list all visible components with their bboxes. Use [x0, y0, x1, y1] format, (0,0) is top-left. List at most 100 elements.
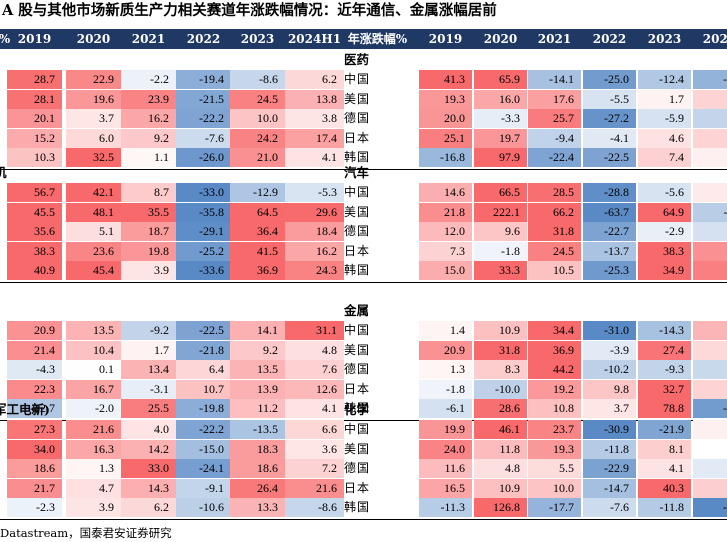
table-cell: -8.6 [230, 70, 285, 89]
table-cell: 25 [693, 261, 727, 280]
header-col-mid: 年涨跌幅% [347, 32, 408, 46]
table-cell: -12.7 [7, 399, 62, 418]
sector-label-right: 汽车 [344, 165, 370, 180]
table-cell: 45.4 [66, 261, 121, 280]
table-cell: -6.1 [419, 399, 472, 418]
country-label: 德国 [343, 224, 370, 238]
table-cell: 8.7 [121, 183, 176, 202]
table-cell: 6.0 [66, 128, 121, 148]
table-cell: 13 [693, 321, 727, 340]
table-cell: 23.6 [66, 241, 121, 261]
table-cell: -63.7 [583, 202, 636, 222]
table-cell: 16.2 [121, 109, 176, 128]
header-col-left: 2022 [186, 32, 221, 46]
table-cell: 3.7 [66, 109, 121, 128]
table-cell: 18.4 [285, 222, 344, 241]
table-cell: 78.8 [638, 399, 691, 418]
table-cell: 17.4 [285, 128, 344, 148]
table-cell: 29.6 [285, 202, 344, 222]
block-divider [0, 419, 727, 421]
header-col-right: 2020 [483, 32, 518, 46]
table-cell: -3.1 [121, 379, 176, 399]
table-cell: -27.2 [583, 109, 636, 128]
table-cell: 36.9 [230, 261, 285, 280]
table-cell: -2.0 [66, 399, 121, 418]
table-cell: 222.1 [474, 202, 527, 222]
table-cell: 20.1 [7, 109, 62, 128]
table-cell: -5.9 [638, 109, 691, 128]
table-cell: -8.6 [285, 498, 344, 517]
table-cell: -24.1 [176, 459, 231, 478]
table-cell: -5.5 [583, 89, 636, 109]
header-col-left: 2024H1 [287, 32, 342, 46]
table-cell: 13.4 [121, 360, 176, 379]
table-cell: 7 [693, 379, 727, 399]
country-label: 德国 [343, 362, 370, 376]
table-cell: 15.2 [7, 128, 62, 148]
country-label: 中国 [343, 323, 370, 337]
table-cell: 1.3 [419, 360, 472, 379]
table-cell: 13.3 [230, 498, 285, 517]
table-cell: 10.4 [66, 340, 121, 360]
table-cell: -33.6 [176, 261, 231, 280]
table-cell: 13.5 [230, 360, 285, 379]
table-cell: 27.3 [7, 420, 62, 439]
table-cell: 10.0 [528, 478, 581, 498]
table-cell: 7.2 [285, 459, 344, 478]
table-cell: -17.7 [528, 498, 581, 517]
table-cell: -21.5 [176, 89, 231, 109]
sector-label-left: 机 [0, 165, 7, 180]
table-cell: -7.6 [583, 498, 636, 517]
table-cell: -10.6 [176, 498, 231, 517]
table-cell: 4.8 [474, 459, 527, 478]
table-cell: 56.7 [7, 183, 62, 202]
table-cell: 31.8 [474, 340, 527, 360]
table-cell: 13.9 [230, 379, 285, 399]
table-cell: 31.8 [528, 222, 581, 241]
table-cell: -28.8 [583, 183, 636, 202]
table-cell: 14.6 [419, 183, 472, 202]
table-cell: -13.7 [583, 241, 636, 261]
table-cell: 26.4 [230, 478, 285, 498]
table-cell: 14.2 [121, 439, 176, 459]
header-col-right: 2021 [537, 32, 572, 46]
table-cell: 9.2 [230, 340, 285, 360]
table-cell: 38.3 [638, 241, 691, 261]
table-cell: 25.1 [419, 128, 472, 148]
table-cell: -9.3 [638, 360, 691, 379]
table-cell: 16.0 [474, 89, 527, 109]
table-cell: -5.3 [285, 183, 344, 202]
table-cell: -25.2 [176, 241, 231, 261]
table-cell: 22.9 [66, 70, 121, 89]
table-cell: 18.3 [230, 439, 285, 459]
table-cell: 12.0 [419, 222, 472, 241]
table-cell: 33.0 [121, 459, 176, 478]
sector-label-left: 军工电新) [0, 402, 50, 417]
table-cell: 1.1 [121, 148, 176, 167]
table-cell: -21.8 [176, 340, 231, 360]
table-cell: 6.2 [285, 70, 344, 89]
sector-label-right: 化学 [344, 402, 370, 417]
table-cell: 20.9 [7, 321, 62, 340]
header-col-right: 2023 [647, 32, 682, 46]
table-cell: 34.0 [7, 439, 62, 459]
table-cell: 24.0 [419, 439, 472, 459]
table-cell: -22.7 [583, 222, 636, 241]
table-cell: 24.5 [528, 241, 581, 261]
table-cell: -13.5 [230, 420, 285, 439]
table-cell: -11.8 [583, 439, 636, 459]
table-cell: 10.0 [230, 109, 285, 128]
table-cell: -22.9 [583, 459, 636, 478]
table-cell: 11.2 [230, 399, 285, 418]
table-cell: 13.8 [285, 89, 344, 109]
table-cell: 36.4 [230, 222, 285, 241]
table-cell: 5.5 [528, 459, 581, 478]
table-cell: 28.7 [7, 70, 62, 89]
table-cell: -22.2 [176, 420, 231, 439]
table-cell: 2 [693, 420, 727, 439]
table-cell: 14.3 [121, 478, 176, 498]
table-cell: 36.9 [528, 340, 581, 360]
table-cell: 6 [693, 340, 727, 360]
country-label: 美国 [343, 91, 370, 106]
table-cell: 45.5 [7, 202, 62, 222]
